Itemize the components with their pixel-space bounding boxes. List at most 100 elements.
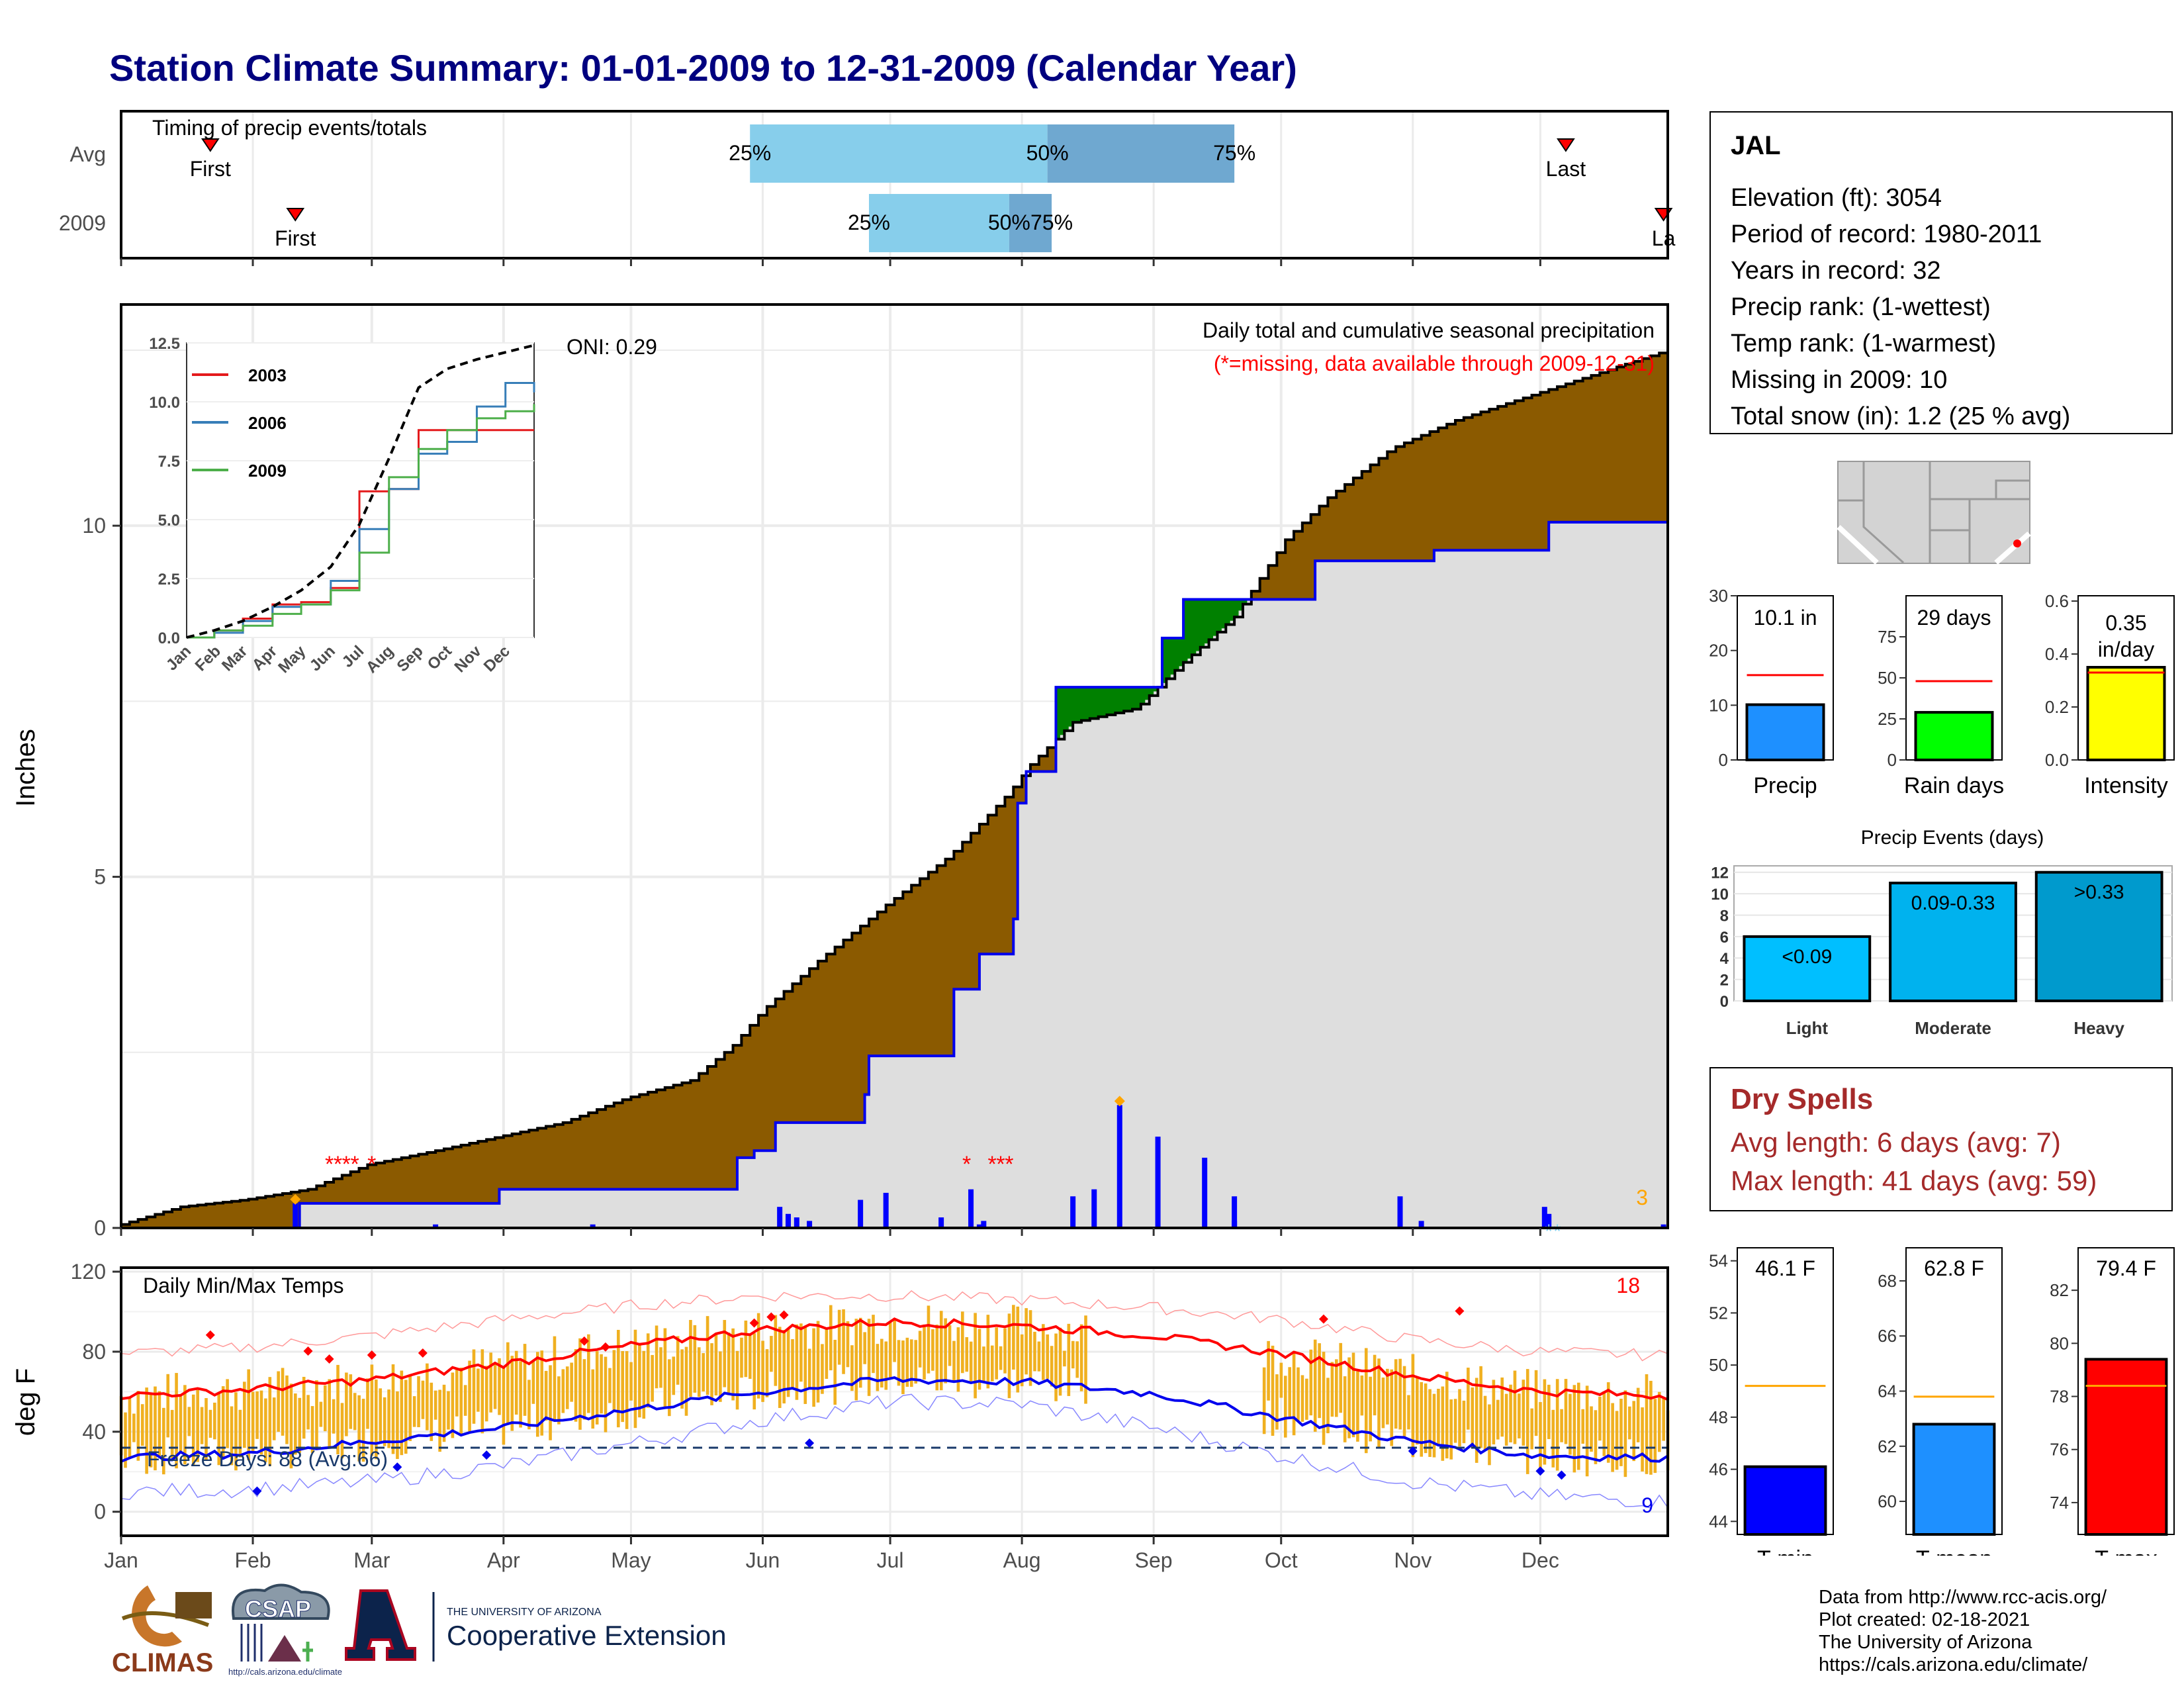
record-low-marker: [1408, 1446, 1418, 1456]
temp-range-bar: [1024, 1308, 1028, 1375]
temp-range-bar: [1606, 1382, 1610, 1463]
temp-range-bar: [1058, 1327, 1062, 1396]
temp-range-bar: [1471, 1387, 1475, 1448]
csap-cloud: [232, 1583, 330, 1620]
temp-range-bar: [668, 1359, 671, 1417]
credit-line-url: https://cals.arizona.edu/climate/: [1819, 1654, 2088, 1675]
timing-p50-label: 50%: [988, 211, 1030, 234]
temp-range-bar: [442, 1384, 446, 1442]
temp-range-bar: [208, 1409, 212, 1438]
hot-days-count: 18: [1616, 1274, 1640, 1297]
temp-range-bar: [969, 1341, 973, 1383]
dry-spells-max: Max length: 41 days (avg: 59): [1731, 1165, 2097, 1196]
summary-ytick-label: 0.2: [2045, 697, 2069, 717]
temp-range-bar: [1046, 1334, 1050, 1379]
temp-range-bar: [136, 1391, 140, 1461]
temp-range-bar: [1300, 1375, 1304, 1422]
temp-range-bar: [1283, 1376, 1287, 1438]
temp-range-bar: [821, 1344, 824, 1394]
temp-range-bar: [642, 1350, 646, 1419]
temp-range-bar: [1084, 1315, 1087, 1404]
summary-ytick-label: 75: [1878, 627, 1897, 647]
temp-range-bar: [310, 1406, 314, 1453]
tsum-ytick-label: 68: [1878, 1271, 1897, 1291]
tsum-ytick-label: 44: [1709, 1511, 1728, 1531]
temp-range-bar: [684, 1346, 688, 1416]
temp-panel-label: Daily Min/Max Temps: [143, 1274, 343, 1297]
record-high-marker: [303, 1346, 313, 1356]
temp-range-bar: [1390, 1369, 1394, 1446]
precip-frame: [120, 303, 1669, 1229]
temp-range-bar: [1402, 1366, 1406, 1436]
temp-range-bar: [396, 1391, 399, 1460]
tsum-ytick-label: 50: [1709, 1355, 1728, 1375]
cold-days-count: 9: [1641, 1493, 1653, 1517]
temp-range-bar: [298, 1397, 302, 1453]
temp-range-bar: [1645, 1374, 1649, 1474]
inset-ytick-label: 7.5: [158, 453, 180, 471]
temp-range-bar: [179, 1396, 183, 1454]
temp-range-bar: [1411, 1354, 1415, 1458]
temp-range-bar: [604, 1356, 608, 1432]
temp-range-bar: [540, 1350, 544, 1436]
csap-url: http://cals.arizona.edu/climate: [228, 1667, 342, 1677]
tsum-ytick-label: 80: [2050, 1333, 2069, 1353]
temp-range-bar: [1007, 1313, 1011, 1399]
tsum-ytick-label: 48: [1709, 1407, 1728, 1427]
inset-legend: 2003 2006 2009: [192, 365, 287, 481]
daily-precip-bar: [1397, 1196, 1403, 1228]
temp-range-bar: [1653, 1399, 1657, 1474]
temp-range-bar: [531, 1360, 535, 1404]
temp-range-bar: [1551, 1409, 1555, 1468]
temp-range-bar: [200, 1407, 204, 1444]
temp-range-bar: [956, 1327, 960, 1392]
timing-bar-50-75: [1009, 194, 1052, 252]
summary-ytick-label: 0: [1719, 750, 1728, 770]
temp-range-bar: [1063, 1350, 1066, 1367]
summary-ytick-label: 0.4: [2045, 644, 2069, 664]
temp-range-bar: [379, 1388, 383, 1442]
temp-range-bar: [306, 1395, 310, 1430]
temp-range-bar: [242, 1382, 246, 1448]
temp-range-bar: [459, 1368, 463, 1436]
temp-range-bar: [829, 1305, 833, 1371]
missing-asterisk: *: [962, 1152, 971, 1177]
temp-range-bar: [247, 1369, 251, 1461]
temp-range-bar: [1560, 1409, 1563, 1442]
daily-precip-bar: [1661, 1224, 1666, 1228]
ua-name: THE UNIVERSITY OF ARIZONA: [447, 1607, 602, 1618]
temp-range-bar: [480, 1349, 484, 1434]
daily-precip-bar: [1116, 1105, 1122, 1228]
tsum-ytick-label: 78: [2050, 1387, 2069, 1407]
temp-range-bar: [578, 1338, 582, 1430]
temp-range-bar: [1449, 1399, 1453, 1460]
daily-precip-bar: [794, 1217, 799, 1228]
temp-range-bar: [221, 1386, 225, 1459]
tsum-ytick-label: 46: [1709, 1460, 1728, 1479]
summary-bar-0: [1745, 703, 1825, 761]
temp-range-bar: [175, 1373, 178, 1469]
temp-range-bar: [705, 1316, 709, 1395]
temp-range-bar: [1564, 1379, 1568, 1444]
timing-p50-label: 50%: [1026, 141, 1069, 165]
tsum-ytick-label: 54: [1709, 1251, 1728, 1271]
temp-range-bar: [132, 1413, 136, 1442]
record-high-marker: [1318, 1314, 1328, 1324]
summary-ytick-label: 25: [1878, 709, 1897, 729]
temp-range-bar: [842, 1309, 845, 1374]
daily-precip-bar: [1202, 1157, 1208, 1228]
temp-range-bar: [1347, 1357, 1351, 1438]
temp-range-bar: [633, 1329, 637, 1429]
temp-range-bar: [1657, 1391, 1661, 1452]
record-low-marker: [392, 1462, 402, 1472]
month-label: Oct: [1265, 1548, 1298, 1572]
daily-precip-bar: [981, 1221, 987, 1228]
missing-asterisk: *: [1545, 1221, 1553, 1243]
temp-range-bar: [846, 1321, 850, 1368]
record-high-line: [120, 1289, 1668, 1362]
record-low-marker: [482, 1450, 492, 1460]
temp-range-bar: [340, 1403, 344, 1459]
temp-range-bar: [727, 1333, 731, 1395]
month-label: Aug: [1003, 1548, 1041, 1572]
station-snow: Total snow (in): 1.2 (25 % avg): [1731, 402, 2071, 430]
